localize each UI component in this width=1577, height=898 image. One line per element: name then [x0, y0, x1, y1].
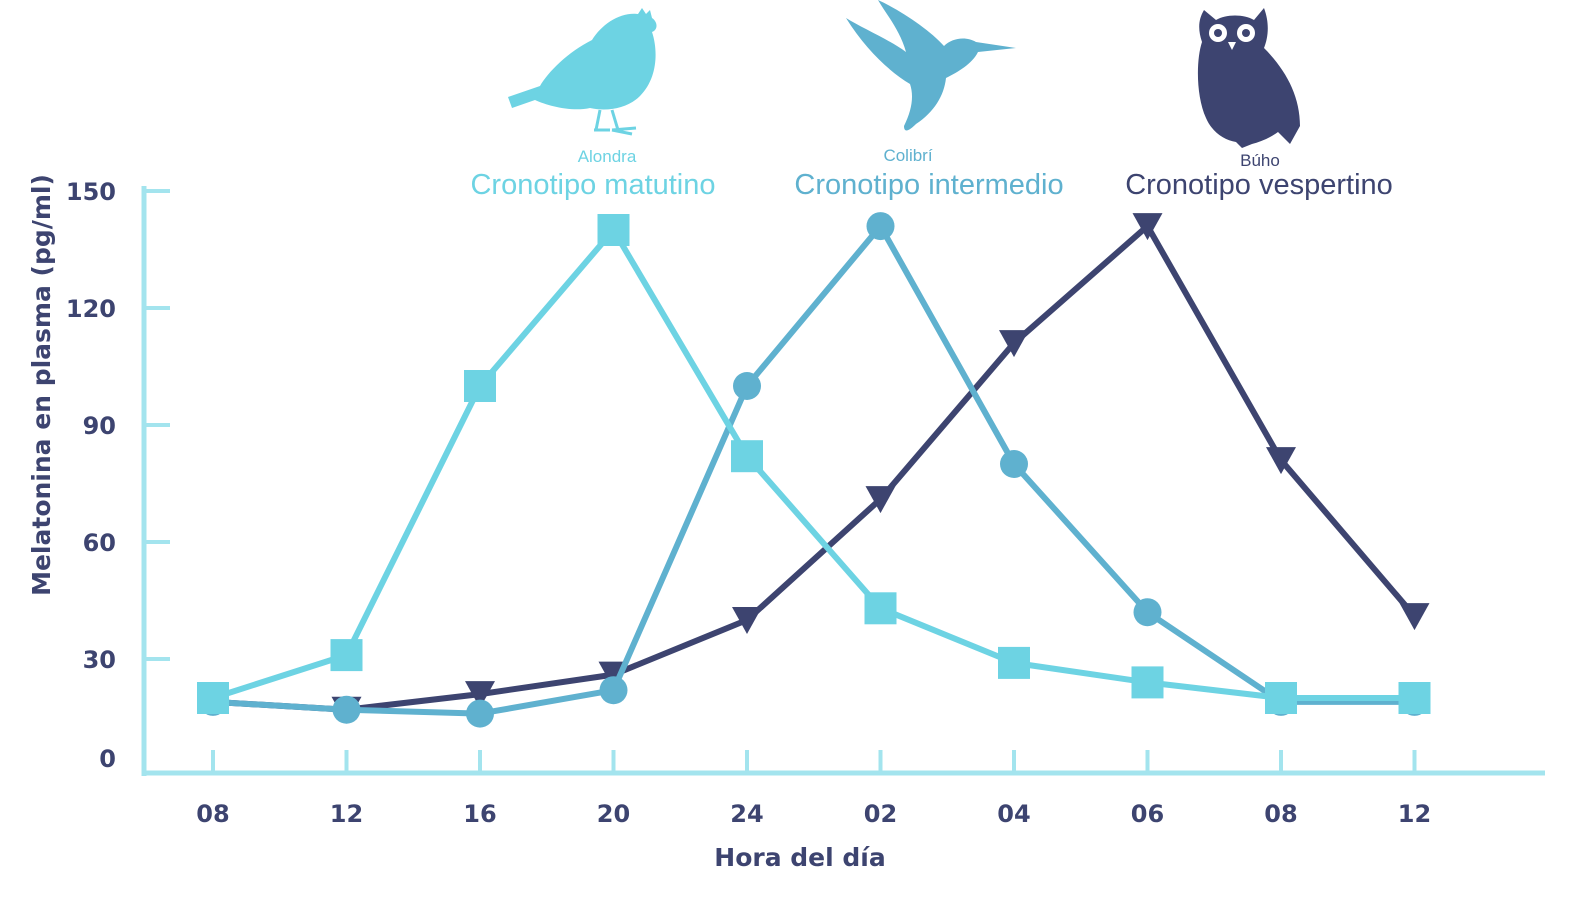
- x-tick-label: 04: [997, 800, 1030, 828]
- x-ticks: 08 12 16 20 24 02 04 06 08 12: [196, 750, 1431, 828]
- data-point: [332, 695, 361, 724]
- lark-icon: [508, 8, 657, 136]
- data-point: [464, 370, 496, 402]
- x-tick-label: 20: [597, 800, 630, 828]
- data-point: [1399, 603, 1430, 631]
- series-line: [212, 227, 1415, 701]
- data-point: [466, 699, 494, 728]
- legend-label-matutino: Cronotipo matutino: [470, 169, 715, 201]
- y-ticks: 0 30 60 90 120 150: [66, 178, 170, 773]
- axes: [141, 186, 1545, 776]
- data-point: [1132, 213, 1163, 241]
- legend-animal-matutino: Alondra: [578, 147, 637, 166]
- y-tick-label: 30: [83, 646, 116, 674]
- hummingbird-icon: [846, 0, 1016, 131]
- data-point: [999, 330, 1029, 358]
- data-point: [733, 372, 761, 400]
- data-point: [1398, 682, 1431, 714]
- data-point: [330, 639, 363, 672]
- series-0: [197, 214, 1431, 714]
- data-point: [1266, 447, 1296, 475]
- y-tick-label: 0: [99, 745, 116, 773]
- x-tick-label: 02: [864, 800, 897, 828]
- legend-animal-vespertino: Búho: [1240, 151, 1280, 170]
- y-tick-label: 90: [83, 412, 116, 440]
- data-point: [1265, 682, 1297, 714]
- y-tick-label: 120: [66, 295, 116, 323]
- series-layer: [197, 212, 1431, 728]
- data-point: [597, 214, 630, 246]
- data-point: [1000, 450, 1028, 478]
- data-point: [1133, 598, 1162, 627]
- data-point: [864, 592, 897, 625]
- data-point: [599, 676, 628, 705]
- x-tick-label: 08: [1264, 800, 1297, 828]
- x-tick-label: 12: [1398, 800, 1431, 828]
- data-point: [731, 440, 763, 473]
- x-tick-label: 24: [730, 800, 763, 828]
- y-axis-title: Melatonina en plasma (pg/ml): [27, 174, 56, 596]
- data-point: [197, 682, 229, 714]
- data-point: [732, 607, 762, 634]
- legend-animal-intermedio: Colibrí: [883, 146, 932, 165]
- y-tick-label: 150: [66, 178, 116, 206]
- x-tick-label: 08: [196, 800, 229, 828]
- series-1: [199, 212, 1429, 728]
- x-tick-label: 12: [330, 800, 363, 828]
- data-point: [866, 212, 895, 241]
- series-line: [212, 223, 1415, 717]
- owl-icon: [1197, 8, 1300, 148]
- x-tick-label: 06: [1131, 800, 1164, 828]
- data-point: [1131, 666, 1164, 699]
- y-tick-label: 60: [83, 529, 116, 557]
- data-point: [998, 646, 1030, 679]
- series-line: [212, 223, 1417, 713]
- data-point: [465, 681, 495, 709]
- series-2: [198, 213, 1430, 724]
- legend: Alondra Cronotipo matutino Colibrí Crono…: [470, 0, 1393, 201]
- x-axis-title: Hora del día: [714, 843, 885, 872]
- data-point: [865, 486, 896, 514]
- legend-label-vespertino: Cronotipo vespertino: [1125, 169, 1393, 201]
- legend-label-intermedio: Cronotipo intermedio: [794, 169, 1063, 201]
- x-tick-label: 16: [463, 800, 496, 828]
